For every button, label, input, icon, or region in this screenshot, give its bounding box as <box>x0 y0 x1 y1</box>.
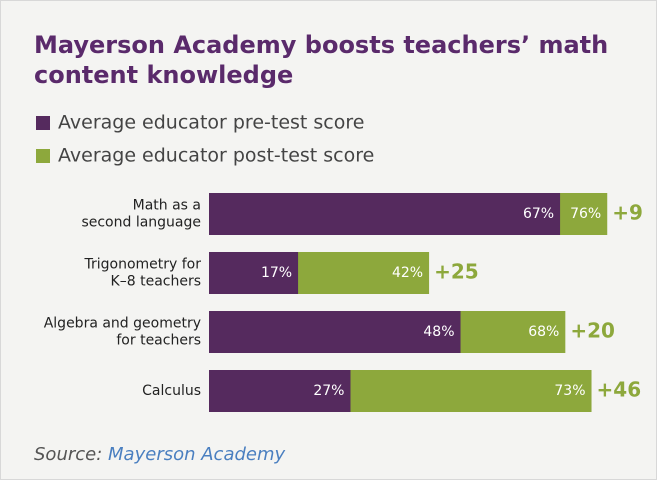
bar <box>209 311 461 353</box>
legend-label: Average educator pre-test score <box>58 112 364 134</box>
value-label: 76% <box>570 206 601 222</box>
value-label: 73% <box>554 383 585 399</box>
bar <box>209 252 299 294</box>
category-label: Trigonometry for <box>83 257 201 273</box>
chart-title: Mayerson Academy boosts teachers’ math <box>34 31 608 59</box>
legend-label: Average educator post-test score <box>58 145 374 167</box>
value-label: 27% <box>313 383 344 399</box>
source-prefix: Source: <box>34 444 102 465</box>
legend-swatch <box>36 116 50 130</box>
gain-label: +9 <box>612 201 643 225</box>
category-label: second language <box>81 215 201 231</box>
value-label: 17% <box>261 265 292 281</box>
legend-swatch <box>36 149 50 163</box>
source-name: Mayerson Academy <box>108 444 285 465</box>
source: Source: Mayerson Academy <box>34 444 286 465</box>
bar <box>209 193 561 235</box>
category-label: K–8 teachers <box>111 274 201 290</box>
gain-label: +25 <box>434 260 479 284</box>
value-label: 48% <box>423 324 454 340</box>
chart-title: content knowledge <box>34 61 293 89</box>
gain-label: +46 <box>597 378 642 402</box>
category-label: for teachers <box>116 333 201 349</box>
value-label: 68% <box>528 324 559 340</box>
category-label: Math as a <box>133 198 201 214</box>
gain-label: +20 <box>570 319 615 343</box>
bar <box>209 370 351 412</box>
value-label: 67% <box>523 206 554 222</box>
category-label: Algebra and geometry <box>44 316 201 332</box>
value-label: 42% <box>392 265 423 281</box>
category-label: Calculus <box>142 383 201 399</box>
